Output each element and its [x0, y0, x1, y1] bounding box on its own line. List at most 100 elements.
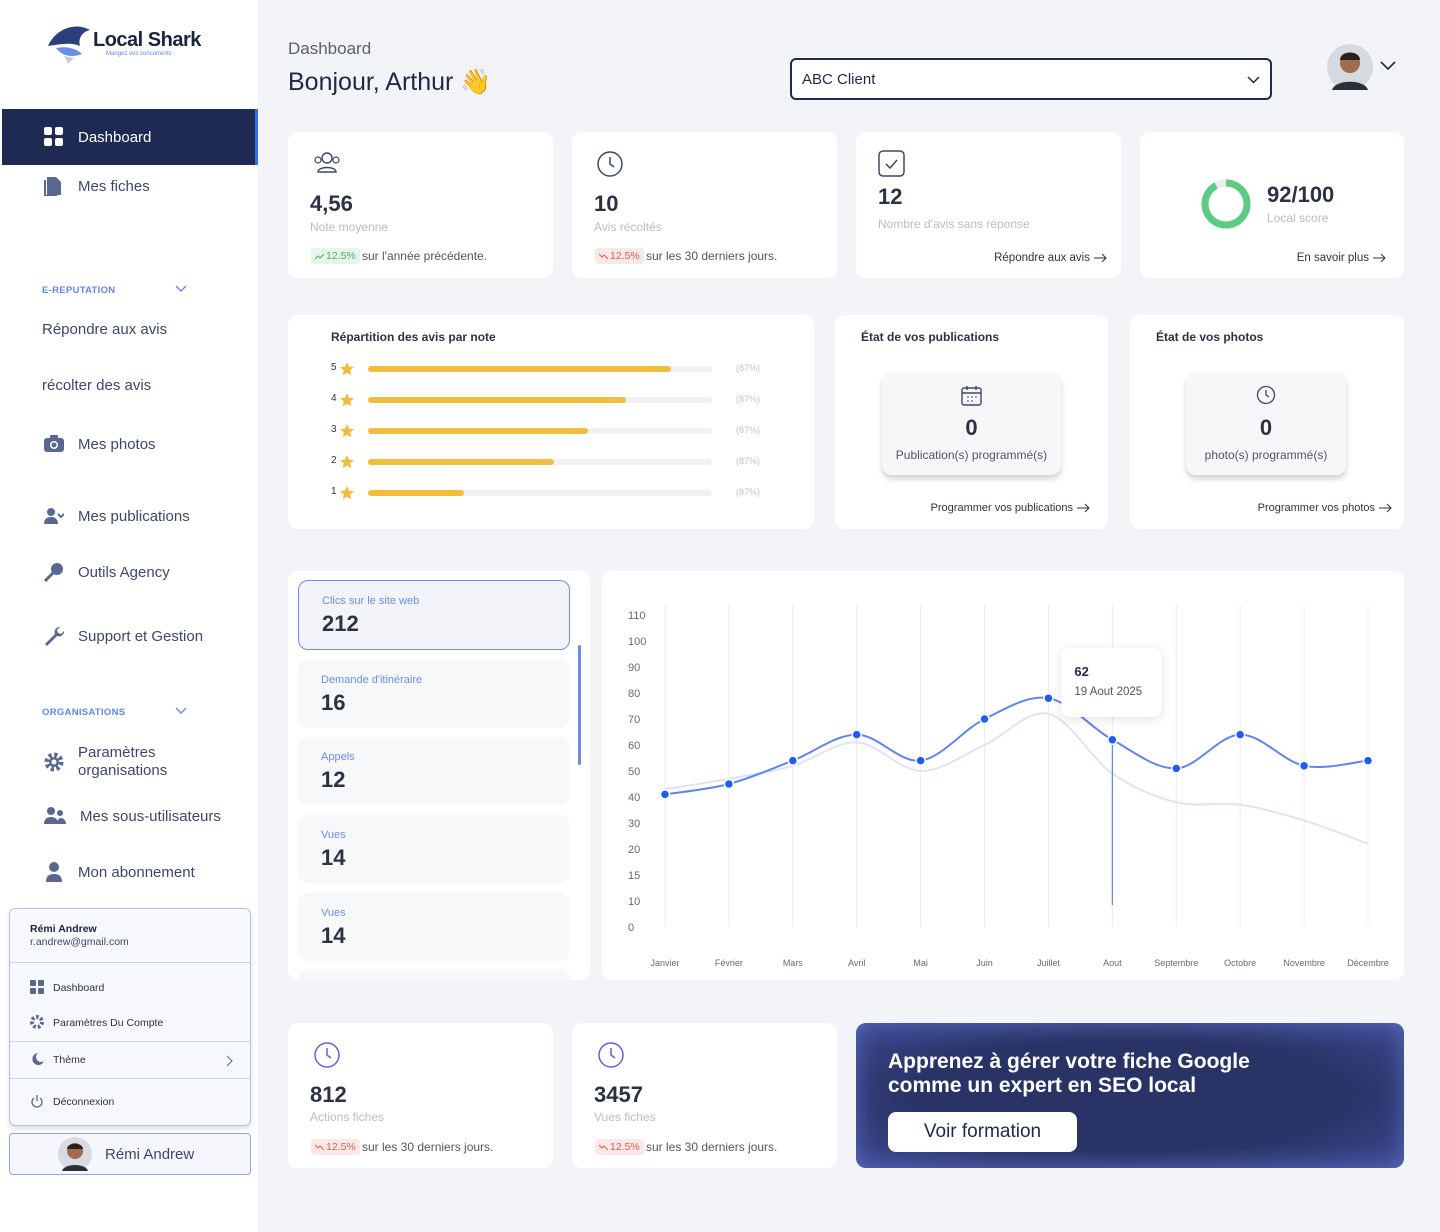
star-number: 3 [331, 424, 337, 435]
nav-item[interactable]: Mes photos [44, 434, 156, 454]
nav-item[interactable]: Répondre aux avis [42, 321, 167, 338]
y-tick-label: 10 [628, 896, 640, 908]
menu-item[interactable]: Dashboard [30, 980, 104, 995]
metric-card[interactable]: Vues 14 [298, 893, 570, 961]
point [1171, 763, 1182, 774]
card-link[interactable]: Programmer vos publications [931, 502, 1090, 514]
change-value: 12.5% [610, 250, 640, 262]
profile-chevron[interactable] [1380, 61, 1396, 71]
x-tick-label: Avril [848, 958, 865, 968]
chevron[interactable] [175, 285, 187, 293]
tagline: Mangez vos concurrents [106, 51, 172, 57]
stat-value: 3457 [594, 1082, 643, 1107]
bar [368, 459, 554, 465]
nav-item[interactable]: Dashboard [44, 127, 151, 147]
stat-value: 4,56 [310, 191, 353, 216]
icon [46, 862, 62, 882]
star [340, 362, 354, 376]
metric-card [298, 969, 570, 980]
icon [314, 152, 340, 173]
metric-value: 14 [321, 923, 346, 948]
donut-value [1201, 179, 1251, 229]
metric-value: 12 [321, 767, 346, 792]
point [787, 755, 799, 766]
icon [32, 1053, 44, 1065]
y-tick-label: 110 [628, 610, 646, 622]
card-link[interactable]: Répondre aux avis [994, 252, 1107, 264]
menu-item[interactable]: Déconnexion [30, 1094, 114, 1109]
icon [961, 386, 982, 406]
x-tick-label: Aout [1103, 958, 1122, 968]
stat-card: 812 Actions fiches 12.5% sur les 30 dern… [288, 1023, 553, 1168]
chevron [1247, 76, 1260, 84]
metric-card[interactable]: Appels 12 [298, 737, 570, 805]
icon [31, 1095, 43, 1108]
arrow [1094, 253, 1107, 263]
chart-card: 0 10 15 20 30 40 50 60 70 80 90 100 110 Janvier Févrie… [602, 571, 1404, 980]
series-line [664, 712, 1369, 845]
promo-button[interactable]: Voir formation [888, 1112, 1077, 1152]
nav-item[interactable]: récolter des avis [42, 377, 151, 394]
star-number: 2 [331, 455, 337, 466]
nav-item[interactable]: Paramètres organisations [44, 744, 208, 780]
ratings-card: Répartition des avis par note 5 (87%) 4 (87… [288, 315, 814, 529]
menu-label: Déconnexion [53, 1095, 115, 1108]
change-badge: 12.5% [595, 248, 644, 264]
client-select[interactable]: ABC Client [790, 58, 1272, 100]
metric-value: 16 [321, 690, 346, 715]
icon [314, 1042, 340, 1068]
nav-item[interactable]: Mes sous-utilisateurs [44, 806, 221, 826]
y-tick-label: 90 [628, 662, 640, 674]
card-link[interactable]: En savoir plus [1297, 252, 1386, 264]
icon [1256, 385, 1276, 405]
stat-card: 10 Avis récoltés 12.5% sur les 30 dernie… [572, 132, 837, 278]
menu-item[interactable]: Thème [30, 1052, 86, 1067]
chevron[interactable] [175, 707, 187, 715]
bar-label: (87%) [736, 456, 761, 466]
link-label: Répondre aux avis [994, 252, 1090, 264]
series-line [664, 696, 1369, 796]
nav-item[interactable]: Support et Gestion [44, 626, 203, 646]
metric-label: Appels [321, 751, 355, 763]
point [1107, 734, 1118, 746]
nav-item[interactable]: Outils Agency [44, 562, 170, 582]
trend-icon [599, 253, 608, 259]
nav-label: Paramètres organisations [78, 744, 168, 779]
card-link[interactable]: Programmer vos photos [1258, 502, 1392, 514]
metric-label: Vues [321, 907, 346, 919]
promo-banner: Apprenez à gérer votre fiche Google comm… [856, 1023, 1404, 1168]
metric-card[interactable]: Demande d'itinéraire 16 [298, 660, 570, 728]
promo-title: Apprenez à gérer votre fiche Google comm… [888, 1050, 1250, 1097]
trend-icon [315, 1144, 324, 1150]
metric-card[interactable]: Clics sur le site web 212 [298, 580, 570, 650]
nav-label: Mes photos [78, 435, 156, 453]
metric-label: Demande d'itinéraire [321, 674, 423, 686]
stat-label: Nombre d'avis sans réponse [878, 217, 1030, 231]
x-tick-label: Février [715, 958, 743, 968]
metrics-panel: Clics sur le site web 212 Demande d'itinér… [288, 571, 590, 980]
nav-item[interactable]: Mes publications [44, 506, 190, 526]
nav-label: Mon abonnement [78, 863, 195, 881]
nav-item[interactable]: Mon abonnement [44, 862, 195, 882]
point [1234, 729, 1246, 740]
stat-note: sur les 30 derniers jours. [362, 1140, 494, 1154]
y-tick-label: 80 [628, 688, 640, 700]
icon [597, 151, 623, 177]
metric-card[interactable]: Vues 14 [298, 815, 570, 883]
section-title: ORGANISATIONS [42, 707, 126, 718]
active-nav-bg [2, 109, 258, 165]
menu-item[interactable]: Paramètres Du Compte [30, 1015, 163, 1030]
profile-avatar[interactable] [1327, 44, 1373, 90]
stat-note: sur les 30 derniers jours. [646, 249, 778, 263]
y-tick-label: 20 [628, 844, 640, 856]
nav-item[interactable]: Mes fiches [44, 176, 150, 196]
star-icon [340, 424, 354, 438]
point [723, 778, 735, 790]
star-icon [340, 393, 354, 407]
avatar [58, 1137, 92, 1171]
user-button[interactable]: Rémi Andrew [9, 1133, 251, 1175]
stat-card: 4,56 Note moyenne 12.5% sur l'année préc… [288, 132, 553, 278]
y-tick-label: 15 [628, 870, 640, 882]
point [659, 789, 671, 800]
